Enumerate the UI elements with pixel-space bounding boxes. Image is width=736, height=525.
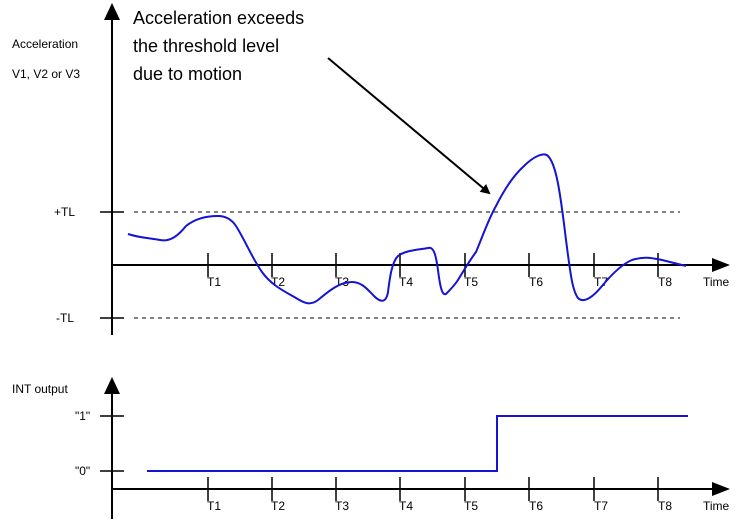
top-x-label: Time	[703, 275, 730, 289]
top-tick-label: T7	[594, 275, 608, 289]
level-high-label: "1"	[75, 409, 90, 423]
bottom-tick-label: T8	[658, 499, 672, 513]
top-ticks	[207, 253, 659, 277]
bottom-y-axis-arrowhead	[104, 377, 120, 394]
level-low-label: "0"	[75, 464, 90, 478]
bottom-tick-label: T6	[529, 499, 543, 513]
top-tick-label: T8	[658, 275, 672, 289]
bottom-tick-label: T5	[464, 499, 478, 513]
annotation-arrow	[327, 57, 491, 195]
bottom-tick-label: T4	[399, 499, 413, 513]
top-tick-label: T6	[529, 275, 543, 289]
top-tick-label: T4	[399, 275, 413, 289]
bottom-tick-label: T7	[594, 499, 608, 513]
bottom-tick-label: T1	[207, 499, 221, 513]
bottom-tick-labels: T1 T2 T3 T4 T5 T6 T7 T8	[207, 499, 672, 513]
bottom-x-axis-arrowhead	[712, 482, 730, 496]
int-output-signal	[147, 415, 688, 472]
bottom-tick-label: T2	[271, 499, 285, 513]
annotation-line3: due to motion	[133, 64, 242, 84]
bottom-y-label: INT output	[12, 382, 68, 396]
bottom-ticks	[207, 477, 659, 501]
annotation-line2: the threshold level	[133, 36, 279, 56]
top-tick-label: T5	[464, 275, 478, 289]
lower-threshold-label: -TL	[56, 311, 74, 325]
top-y-label-line1: Acceleration	[12, 37, 78, 51]
bottom-tick-label: T3	[335, 499, 349, 513]
annotation-line1: Acceleration exceeds	[133, 8, 304, 28]
top-tick-labels: T1 T2 T3 T4 T5 T6 T7 T8	[207, 275, 672, 289]
top-y-label-line2: V1, V2 or V3	[12, 67, 80, 81]
bottom-plot: INT output "1" "0" Time T1 T2 T3 T4 T5 T…	[12, 377, 730, 519]
upper-threshold-label: +TL	[54, 205, 75, 219]
bottom-x-label: Time	[703, 499, 730, 513]
acceleration-signal	[127, 153, 687, 305]
top-y-axis-arrowhead	[104, 3, 120, 20]
top-plot: Acceleration V1, V2 or V3 +TL -TL Time T…	[12, 3, 730, 335]
top-x-axis-arrowhead	[712, 258, 730, 272]
top-tick-label: T1	[207, 275, 221, 289]
